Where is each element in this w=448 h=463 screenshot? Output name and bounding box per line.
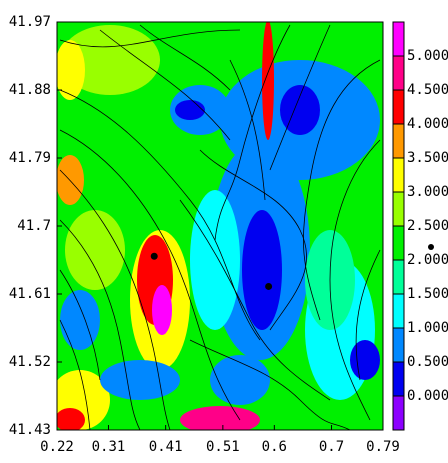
colorbar-band bbox=[393, 328, 404, 362]
colorbar-label: 4.000 bbox=[407, 116, 448, 132]
colorbar-band bbox=[393, 362, 404, 396]
colorbar-label: 0.000 bbox=[407, 388, 448, 404]
y-tick-label: 41.88 bbox=[9, 82, 51, 98]
point bbox=[150, 252, 158, 260]
x-tick-label: 0.22 bbox=[40, 439, 74, 455]
x-tick-label: 0.79 bbox=[366, 439, 400, 455]
colorbar-label: 2.000 bbox=[407, 252, 448, 268]
colorbar-band bbox=[393, 396, 404, 430]
y-tick-label: 41.7 bbox=[17, 218, 51, 234]
y-tick-label: 41.79 bbox=[9, 150, 51, 166]
point bbox=[265, 282, 273, 290]
colorbar-label: 2.500 bbox=[407, 218, 448, 234]
y-tick-label: 41.43 bbox=[9, 422, 51, 438]
x-tick-label: 0.7 bbox=[319, 439, 344, 455]
colorbar-label: 3.000 bbox=[407, 184, 448, 200]
colorbar-label: 5.000 bbox=[407, 48, 448, 64]
colorbar-label: 1.500 bbox=[407, 286, 448, 302]
colorbar-band bbox=[393, 56, 404, 90]
colorbar-label: 4.500 bbox=[407, 82, 448, 98]
colorbar-band bbox=[393, 260, 404, 294]
x-tick-label: 0.41 bbox=[149, 439, 183, 455]
colorbar-label: 1.000 bbox=[407, 320, 448, 336]
colorbar-band bbox=[393, 226, 404, 260]
colorbar-band bbox=[393, 294, 404, 328]
x-tick-label: 0.51 bbox=[206, 439, 240, 455]
y-tick-label: 41.52 bbox=[9, 354, 51, 370]
colorbar-band bbox=[393, 192, 404, 226]
marker bbox=[428, 244, 434, 250]
contour-field bbox=[57, 22, 383, 430]
x-tick-label: 0.6 bbox=[262, 439, 287, 455]
colorbar-label: 3.500 bbox=[407, 150, 448, 166]
colorbar-band bbox=[393, 158, 404, 192]
colorbar-band bbox=[393, 124, 404, 158]
streamlines bbox=[59, 24, 381, 430]
colorbar-band bbox=[393, 90, 404, 124]
y-tick-label: 41.97 bbox=[9, 14, 51, 30]
colorbar-band bbox=[393, 22, 404, 56]
x-tick-label: 0.31 bbox=[92, 439, 126, 455]
y-tick-label: 41.61 bbox=[9, 286, 51, 302]
colorbar-label: 0.500 bbox=[407, 354, 448, 370]
